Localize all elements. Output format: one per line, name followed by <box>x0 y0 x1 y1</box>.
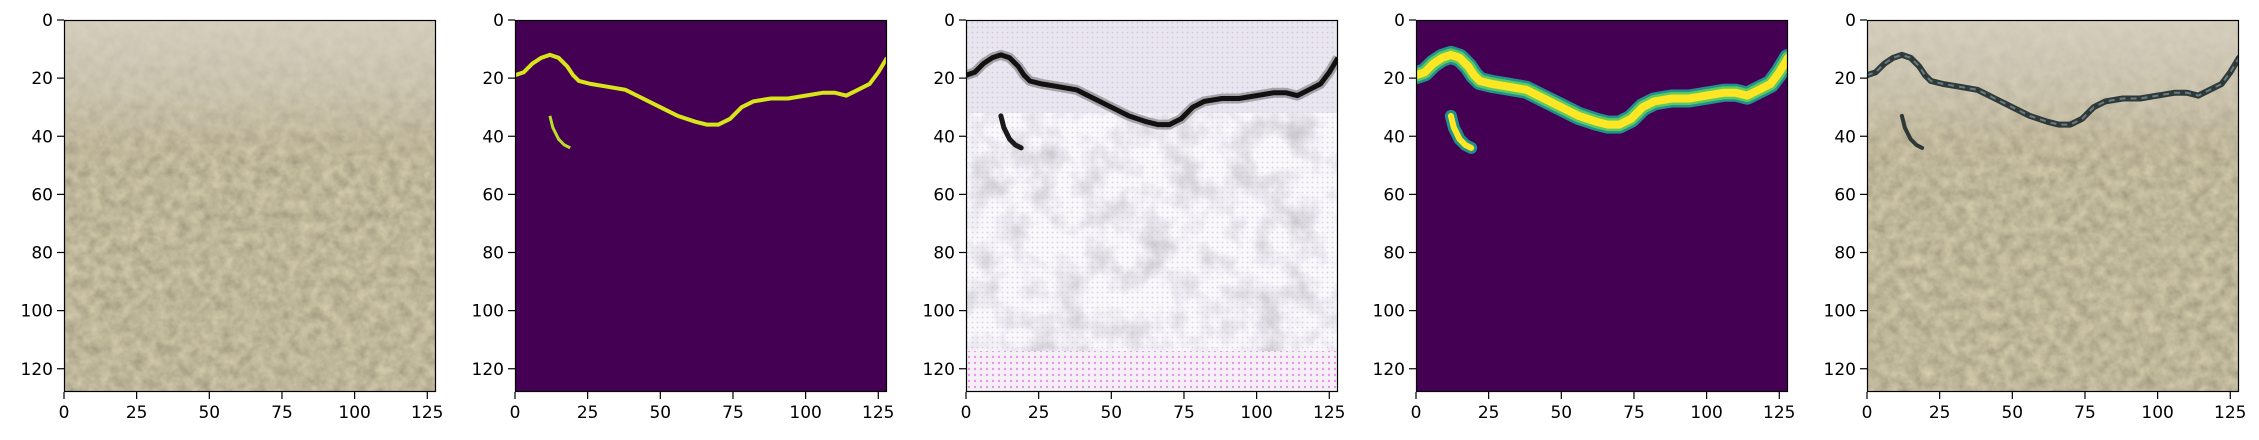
y-tick-label: 60 <box>1834 185 1856 205</box>
panel-4-prediction-mask: 0 25 50 75 100 125 0 20 40 60 80 100 120 <box>1373 11 1796 423</box>
x-tick-label: 25 <box>1478 403 1500 423</box>
x-tick-label: 50 <box>2001 403 2023 423</box>
axes-frame <box>63 19 437 393</box>
x-tick-label: 50 <box>198 403 220 423</box>
x-tick-label: 25 <box>1028 403 1050 423</box>
x-tick-label: 75 <box>722 403 744 423</box>
y-tick-label: 120 <box>472 360 504 380</box>
prediction-mask-image <box>1416 20 1788 392</box>
crack-prediction-branch <box>1447 112 1475 151</box>
x-tick-label: 25 <box>577 403 599 423</box>
y-tick-label: 80 <box>1834 244 1856 264</box>
x-tick-label: 125 <box>862 403 894 423</box>
x-tick-label: 100 <box>338 403 370 423</box>
y-tick-label: 0 <box>42 11 53 31</box>
x-tick-label: 100 <box>789 403 821 423</box>
overlay-image <box>1867 20 2239 392</box>
y-tick-label: 120 <box>923 360 955 380</box>
x-tick-label: 0 <box>961 403 972 423</box>
panel-5-overlay: 0 25 50 75 100 125 0 20 40 60 80 100 120 <box>1824 11 2247 423</box>
y-tick-label: 100 <box>472 302 504 322</box>
x-tick-label: 100 <box>1690 403 1722 423</box>
y-tick-label: 40 <box>482 127 504 147</box>
y-tick-label: 0 <box>944 11 955 31</box>
crack-reconstruction-main <box>966 52 1338 128</box>
photo-input-image <box>64 20 436 392</box>
y-tick-label: 60 <box>31 185 53 205</box>
x-tick-label: 0 <box>510 403 521 423</box>
x-tick-label: 25 <box>1929 403 1951 423</box>
x-tick-label: 125 <box>2214 403 2246 423</box>
y-tick-label: 40 <box>31 127 53 147</box>
crack-reconstruction-branch <box>998 113 1024 151</box>
y-tick-label: 100 <box>1373 302 1405 322</box>
x-tick-label: 50 <box>649 403 671 423</box>
x-tick-label: 75 <box>1173 403 1195 423</box>
y-tick-label: 20 <box>1834 69 1856 89</box>
y-tick-label: 40 <box>1383 127 1405 147</box>
x-tick-label: 50 <box>1550 403 1572 423</box>
x-tick-label: 100 <box>1240 403 1272 423</box>
y-tick-label: 100 <box>21 302 53 322</box>
axes-frame <box>514 19 888 393</box>
y-tick-label: 0 <box>1394 11 1405 31</box>
x-tick-label: 0 <box>59 403 70 423</box>
x-tick-label: 125 <box>411 403 443 423</box>
x-tick-label: 75 <box>2074 403 2096 423</box>
y-tick-label: 100 <box>923 302 955 322</box>
y-tick-label: 20 <box>1383 69 1405 89</box>
x-tick-label: 125 <box>1313 403 1345 423</box>
crack-label-main <box>515 52 887 127</box>
y-tick-label: 40 <box>1834 127 1856 147</box>
y-tick-label: 80 <box>933 244 955 264</box>
panel-1-photo-input: 0 25 50 75 100 125 0 20 40 60 80 100 120 <box>21 11 444 423</box>
y-tick-label: 120 <box>21 360 53 380</box>
y-tick-label: 0 <box>493 11 504 31</box>
y-tick-label: 60 <box>482 185 504 205</box>
y-tick-label: 60 <box>933 185 955 205</box>
y-tick-label: 80 <box>1383 244 1405 264</box>
y-tick-label: 40 <box>933 127 955 147</box>
x-tick-label: 0 <box>1411 403 1422 423</box>
y-tick-label: 60 <box>1383 185 1405 205</box>
panel-2-label-mask: 0 25 50 75 100 125 0 20 40 60 80 100 120 <box>472 11 895 423</box>
x-tick-label: 50 <box>1100 403 1122 423</box>
y-tick-label: 0 <box>1845 11 1856 31</box>
x-tick-label: 25 <box>126 403 148 423</box>
y-tick-label: 80 <box>31 244 53 264</box>
y-tick-label: 120 <box>1824 360 1856 380</box>
axes-frame <box>1415 19 1789 393</box>
x-tick-label: 75 <box>271 403 293 423</box>
x-tick-label: 75 <box>1623 403 1645 423</box>
y-tick-label: 20 <box>482 69 504 89</box>
crack-overlay-branch <box>1899 113 1925 150</box>
crack-prediction-main <box>1416 50 1788 129</box>
x-tick-label: 100 <box>2141 403 2173 423</box>
axes-frame <box>965 19 1339 393</box>
y-tick-label: 100 <box>1824 302 1856 322</box>
axes-frame <box>1866 19 2240 393</box>
y-tick-label: 20 <box>933 69 955 89</box>
y-tick-label: 20 <box>31 69 53 89</box>
x-tick-label: 0 <box>1862 403 1873 423</box>
label-mask-image <box>515 20 887 392</box>
crack-label-branch <box>548 115 571 150</box>
y-tick-label: 120 <box>1373 360 1405 380</box>
y-tick-label: 80 <box>482 244 504 264</box>
reconstruction-image <box>966 20 1338 392</box>
panel-3-reconstruction: 0 25 50 75 100 125 0 20 40 60 80 100 120 <box>923 11 1346 423</box>
x-tick-label: 125 <box>1763 403 1795 423</box>
